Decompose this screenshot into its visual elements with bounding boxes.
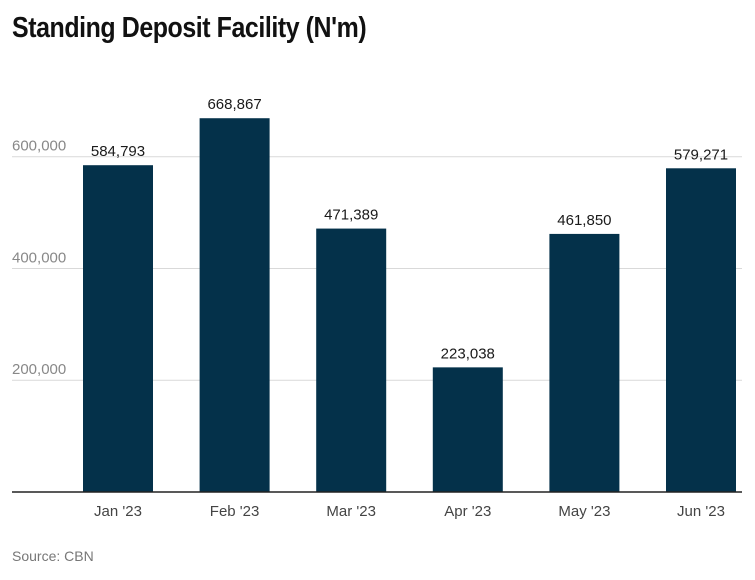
bar xyxy=(666,168,736,492)
value-label: 668,867 xyxy=(207,96,261,113)
bar xyxy=(83,165,153,492)
value-label: 579,271 xyxy=(674,146,728,163)
bar xyxy=(549,233,620,492)
value-label: 584,793 xyxy=(91,143,145,160)
x-tick-label: Feb '23 xyxy=(210,503,260,520)
x-tick-label: Jan '23 xyxy=(94,503,142,520)
value-labels: 584,793 668,867 471,389 223,038 461,850 579,2… xyxy=(91,96,728,362)
y-tick-label: 200,000 xyxy=(12,361,66,378)
value-label: 223,038 xyxy=(441,345,495,362)
x-tick-label: May '23 xyxy=(558,503,610,520)
x-tick-label: Mar '23 xyxy=(326,503,376,520)
chart-title: Standing Deposit Facility (N'm) xyxy=(12,12,367,44)
bar xyxy=(199,118,270,493)
x-tick-label: Apr '23 xyxy=(444,503,491,520)
bar xyxy=(432,367,503,492)
bars xyxy=(83,118,736,493)
value-label: 471,389 xyxy=(324,207,378,224)
y-tick-label: 400,000 xyxy=(12,249,66,266)
y-tick-label: 600,000 xyxy=(12,138,66,155)
x-tick-labels: Jan '23 Feb '23 Mar '23 Apr '23 May '23 Jun '… xyxy=(94,503,725,520)
value-label: 461,850 xyxy=(557,212,611,229)
bar xyxy=(316,228,387,493)
x-tick-label: Jun '23 xyxy=(677,503,725,520)
source-note: Source: CBN xyxy=(12,548,94,564)
